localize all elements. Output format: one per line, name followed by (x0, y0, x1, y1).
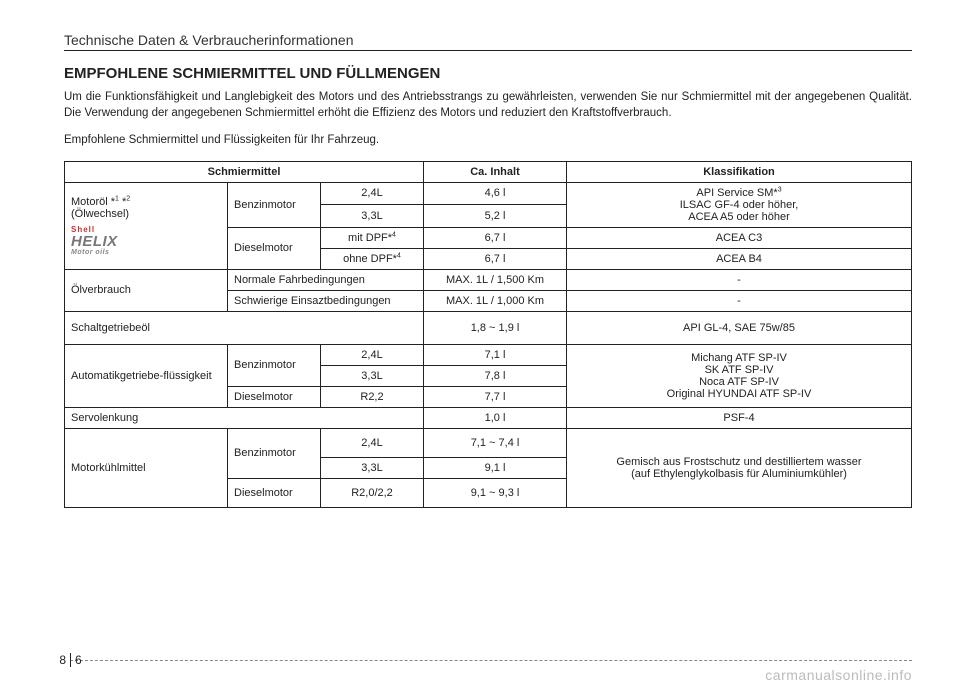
cell-benzinmotor: Benzinmotor (228, 182, 321, 227)
cell-auto-b24: 2,4L (321, 344, 424, 365)
cell-ohnedpf: ohne DPF*4 (321, 248, 424, 269)
cell-schalt-v: 1,8 ~ 1,9 l (424, 311, 567, 344)
cell-schwierig: Schwierige Einsaztbedingungen (228, 290, 424, 311)
cell-schwierig-c: - (567, 290, 912, 311)
cell-auto-d: R2,2 (321, 386, 424, 407)
cell-b33: 3,3L (321, 205, 424, 228)
cell-acea-c3: ACEA C3 (567, 227, 912, 248)
cell-auto: Automatikgetriebe-flüssigkeit (65, 344, 228, 407)
cell-kuehl: Motorkühlmittel (65, 428, 228, 507)
cell-auto-benzin: Benzinmotor (228, 344, 321, 386)
shell-helix-logo: Shell HELIX Motor oils (71, 226, 221, 256)
page-header: Technische Daten & Verbraucherinformatio… (64, 32, 912, 48)
page-number-sub: 6 (70, 653, 93, 667)
cell-servo-v: 1,0 l (424, 407, 567, 428)
cell-ohnedpf-v: 6,7 l (424, 248, 567, 269)
cell-kuehl-dv: 9,1 ~ 9,3 l (424, 478, 567, 507)
cell-oelverbrauch: Ölverbrauch (65, 269, 228, 311)
cell-auto-b33: 3,3L (321, 365, 424, 386)
cell-servo: Servolenkung (65, 407, 424, 428)
cell-schalt-c: API GL-4, SAE 75w/85 (567, 311, 912, 344)
cell-kuehl-b33v: 9,1 l (424, 457, 567, 478)
cell-auto-diesel: Dieselmotor (228, 386, 321, 407)
cell-auto-b33v: 7,8 l (424, 365, 567, 386)
cell-auto-b24v: 7,1 l (424, 344, 567, 365)
cell-kuehl-b24: 2,4L (321, 428, 424, 457)
cell-auto-c: Michang ATF SP-IV SK ATF SP-IV Noca ATF … (567, 344, 912, 407)
cell-mitdpf-v: 6,7 l (424, 227, 567, 248)
intro-paragraph-2: Empfohlene Schmiermittel und Flüssigkeit… (64, 133, 912, 149)
cell-kuehl-diesel: Dieselmotor (228, 478, 321, 507)
cell-kuehl-d: R2,0/2,2 (321, 478, 424, 507)
cell-b24v: 4,6 l (424, 182, 567, 205)
watermark: carmanualsonline.info (765, 667, 912, 683)
footer-page: 8 6 (48, 653, 93, 667)
cell-schwierig-v: MAX. 1L / 1,000 Km (424, 290, 567, 311)
cell-kuehl-benzin: Benzinmotor (228, 428, 321, 478)
cell-servo-c: PSF-4 (567, 407, 912, 428)
cell-b24: 2,4L (321, 182, 424, 205)
cell-normal: Normale Fahrbedingungen (228, 269, 424, 290)
cell-motoroel: Motoröl *1 *2 (Ölwechsel) Shell HELIX Mo… (65, 182, 228, 269)
footer-dashes (70, 660, 912, 661)
cell-auto-dv: 7,7 l (424, 386, 567, 407)
cell-b33v: 5,2 l (424, 205, 567, 228)
col-schmiermittel: Schmiermittel (65, 161, 424, 182)
cell-mitdpf: mit DPF*4 (321, 227, 424, 248)
header-rule (64, 50, 912, 51)
col-klassifikation: Klassifikation (567, 161, 912, 182)
cell-kuehl-c: Gemisch aus Frostschutz und destillierte… (567, 428, 912, 507)
lubricants-table: Schmiermittel Ca. Inhalt Klassifikation … (64, 161, 912, 508)
intro-paragraph-1: Um die Funktionsfähigkeit und Langlebigk… (64, 90, 912, 121)
cell-schalt: Schaltgetriebeöl (65, 311, 424, 344)
cell-api: API Service SM*3 ILSAC GF-4 oder höher, … (567, 182, 912, 227)
section-title: EMPFOHLENE SCHMIERMITTEL UND FÜLLMENGEN (64, 65, 912, 82)
page-number-main: 8 (48, 653, 70, 667)
cell-acea-b4: ACEA B4 (567, 248, 912, 269)
cell-normal-v: MAX. 1L / 1,500 Km (424, 269, 567, 290)
cell-dieselmotor: Dieselmotor (228, 227, 321, 269)
cell-kuehl-b24v: 7,1 ~ 7,4 l (424, 428, 567, 457)
cell-kuehl-b33: 3,3L (321, 457, 424, 478)
col-inhalt: Ca. Inhalt (424, 161, 567, 182)
cell-normal-c: - (567, 269, 912, 290)
